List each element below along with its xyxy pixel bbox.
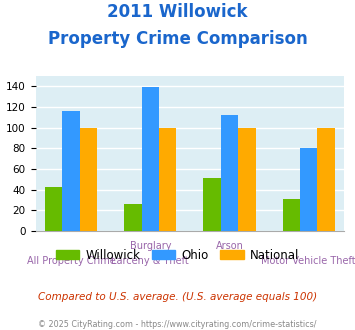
Text: Larceny & Theft: Larceny & Theft (111, 256, 189, 266)
Text: Motor Vehicle Theft: Motor Vehicle Theft (261, 256, 355, 266)
Text: © 2025 CityRating.com - https://www.cityrating.com/crime-statistics/: © 2025 CityRating.com - https://www.city… (38, 320, 317, 329)
Bar (221, 115, 238, 231)
Bar (142, 87, 159, 231)
Text: Property Crime Comparison: Property Crime Comparison (48, 30, 307, 48)
Bar (300, 148, 317, 231)
Bar (62, 111, 80, 231)
Bar (80, 128, 97, 231)
Bar (159, 128, 176, 231)
Text: Compared to U.S. average. (U.S. average equals 100): Compared to U.S. average. (U.S. average … (38, 292, 317, 302)
Text: Burglary: Burglary (130, 241, 171, 251)
Bar (317, 128, 335, 231)
Bar (238, 128, 256, 231)
Text: All Property Crime: All Property Crime (27, 256, 115, 266)
Bar (283, 199, 300, 231)
Bar (203, 178, 221, 231)
Bar (124, 204, 142, 231)
Text: Arson: Arson (215, 241, 244, 251)
Legend: Willowick, Ohio, National: Willowick, Ohio, National (51, 244, 304, 266)
Bar (45, 186, 62, 231)
Text: 2011 Willowick: 2011 Willowick (107, 3, 248, 21)
